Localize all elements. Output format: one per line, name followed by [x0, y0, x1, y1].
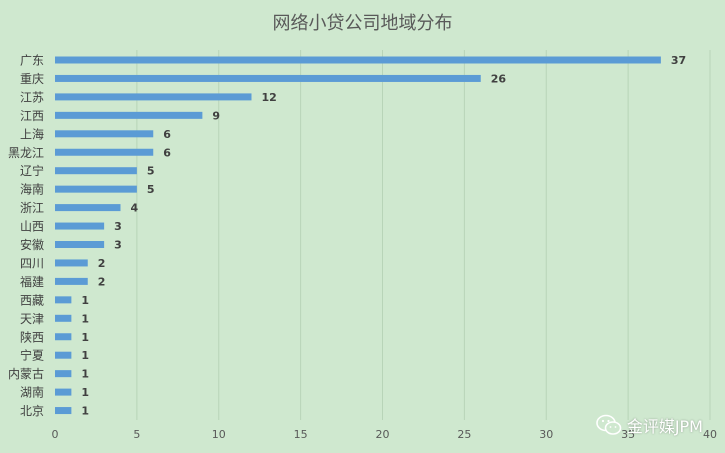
- data-label: 1: [81, 294, 89, 307]
- bar: [55, 56, 661, 64]
- category-label: 湖南: [20, 385, 44, 400]
- category-label: 北京: [20, 404, 44, 418]
- x-tick-label: 40: [703, 428, 717, 441]
- wechat-icon: [596, 414, 622, 435]
- bar: [55, 241, 105, 248]
- category-label: 黑龙江: [8, 146, 44, 160]
- category-label: 西藏: [20, 293, 44, 307]
- data-label: 1: [81, 349, 89, 362]
- x-tick-label: 10: [212, 428, 226, 441]
- bar: [55, 167, 137, 175]
- data-label: 3: [114, 220, 122, 233]
- data-label: 12: [262, 91, 277, 104]
- bar: [55, 370, 72, 378]
- category-label: 安徽: [20, 237, 44, 252]
- data-label: 5: [147, 165, 155, 178]
- bar: [55, 388, 72, 396]
- category-label: 江苏: [20, 90, 44, 104]
- data-label: 1: [81, 368, 89, 381]
- data-label: 9: [212, 109, 220, 122]
- category-label: 福建: [20, 274, 44, 289]
- bar: [55, 314, 72, 322]
- category-label: 天津: [20, 312, 44, 326]
- bar: [55, 222, 105, 230]
- category-label: 内蒙古: [8, 366, 44, 381]
- data-label: 37: [671, 54, 686, 67]
- category-label: 浙江: [20, 201, 44, 215]
- data-label: 2: [98, 257, 106, 270]
- category-label: 上海: [20, 126, 44, 141]
- category-label: 海南: [20, 182, 44, 197]
- data-label: 1: [81, 386, 89, 399]
- bar: [55, 296, 72, 304]
- x-tick-label: 20: [376, 428, 390, 441]
- x-tick-label: 5: [133, 428, 140, 441]
- watermark-text: 金评媒JPM: [626, 417, 703, 436]
- data-label: 3: [114, 239, 122, 252]
- bar: [55, 407, 72, 415]
- bar: [55, 130, 154, 138]
- x-tick-label: 0: [52, 428, 59, 441]
- bar: [55, 259, 88, 267]
- x-tick-label: 35: [621, 428, 635, 441]
- x-tick-label: 25: [457, 428, 471, 441]
- data-label: 1: [81, 405, 89, 418]
- category-label: 广东: [20, 54, 44, 68]
- bar: [55, 93, 252, 101]
- bar: [55, 111, 203, 119]
- data-label: 1: [81, 312, 89, 325]
- category-label: 陕西: [20, 329, 44, 344]
- category-label: 宁夏: [20, 348, 44, 363]
- bar: [55, 185, 137, 193]
- bar: [55, 204, 121, 212]
- data-label: 6: [163, 128, 171, 141]
- bar: [55, 351, 72, 359]
- category-label: 江西: [20, 109, 44, 123]
- data-label: 1: [81, 331, 89, 344]
- category-label: 辽宁: [20, 163, 44, 178]
- data-label: 4: [131, 202, 139, 215]
- data-label: 5: [147, 183, 155, 196]
- x-tick-label: 15: [294, 428, 308, 441]
- watermark: 金评媒JPM: [595, 413, 703, 437]
- x-tick-label: 30: [539, 428, 553, 441]
- bar: [55, 148, 154, 156]
- category-label: 山西: [20, 220, 44, 234]
- data-label: 6: [163, 146, 171, 159]
- bar: [55, 333, 72, 341]
- category-label: 重庆: [20, 72, 44, 86]
- bar: [55, 74, 481, 82]
- data-label: 2: [98, 275, 106, 288]
- data-label: 26: [491, 72, 507, 85]
- bar: [55, 277, 88, 285]
- chart-title: 网络小贷公司地域分布: [272, 13, 453, 34]
- category-label: 四川: [20, 256, 44, 270]
